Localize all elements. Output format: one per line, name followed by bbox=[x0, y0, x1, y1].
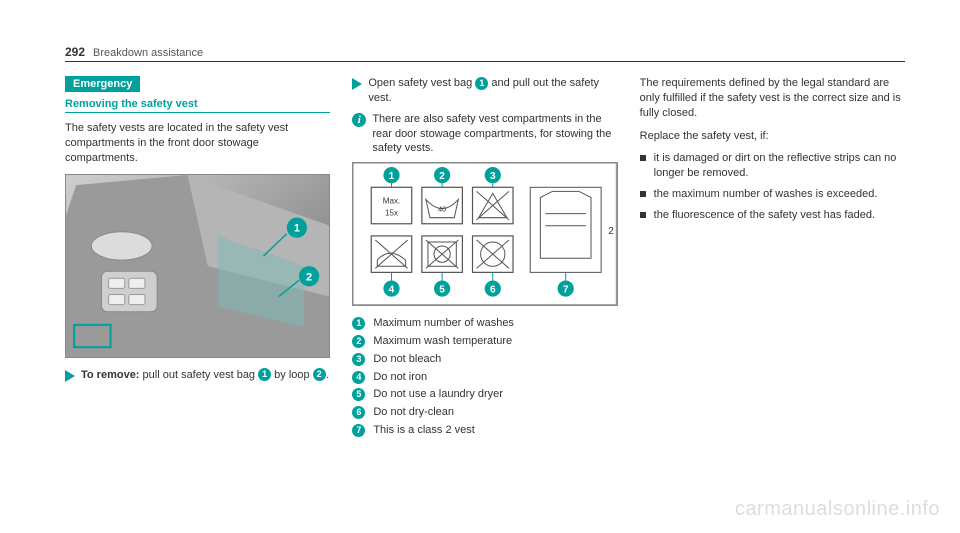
svg-text:2: 2 bbox=[306, 271, 312, 283]
info-text: There are also safety vest compartments … bbox=[372, 112, 617, 157]
legend-7: 7 This is a class 2 vest bbox=[352, 423, 617, 438]
oa: Open safety vest bag bbox=[368, 77, 475, 89]
svg-text:3: 3 bbox=[490, 171, 496, 182]
legend-1: 1 Maximum number of washes bbox=[352, 316, 617, 331]
svg-text:40: 40 bbox=[439, 206, 447, 214]
callout: 4 bbox=[352, 371, 365, 384]
svg-text:6: 6 bbox=[490, 285, 496, 296]
legend-text: This is a class 2 vest bbox=[373, 423, 474, 438]
section-tag: Emergency bbox=[65, 76, 140, 92]
page-root: 292 Breakdown assistance Emergency Remov… bbox=[0, 0, 960, 461]
bullet-text: it is damaged or dirt on the reflective … bbox=[654, 151, 905, 181]
svg-text:Max.: Max. bbox=[383, 197, 401, 206]
bullet-text: the fluorescence of the safety vest has … bbox=[654, 208, 875, 223]
replace-intro: Replace the safety vest, if: bbox=[640, 129, 905, 144]
bullet-icon bbox=[640, 155, 646, 161]
watermark: carmanualsonline.info bbox=[735, 498, 940, 521]
step-to-remove: To remove: pull out safety vest bag 1 by… bbox=[65, 368, 330, 383]
legend-text: Do not iron bbox=[373, 370, 427, 385]
header-title: Breakdown assistance bbox=[93, 47, 203, 59]
step-remove-text: To remove: pull out safety vest bag 1 by… bbox=[81, 368, 330, 383]
legend-text: Maximum wash temperature bbox=[373, 334, 512, 349]
svg-text:4: 4 bbox=[389, 285, 395, 296]
bullet-item: the fluorescence of the safety vest has … bbox=[640, 208, 905, 223]
svg-text:1: 1 bbox=[389, 171, 395, 182]
step-open-text: Open safety vest bag 1 and pull out the … bbox=[368, 76, 617, 106]
legend-3: 3 Do not bleach bbox=[352, 352, 617, 367]
replace-bullets: it is damaged or dirt on the reflective … bbox=[640, 151, 905, 222]
bullet-icon bbox=[640, 212, 646, 218]
t2: by loop bbox=[271, 369, 313, 381]
bullet-text: the maximum number of washes is exceeded… bbox=[654, 187, 878, 202]
page-header: 292 Breakdown assistance bbox=[65, 45, 905, 62]
requirements-paragraph: The requirements defined by the legal st… bbox=[640, 76, 905, 121]
legend-4: 4 Do not iron bbox=[352, 370, 617, 385]
callout: 2 bbox=[352, 335, 365, 348]
callout: 1 bbox=[352, 317, 365, 330]
legend-5: 5 Do not use a laundry dryer bbox=[352, 387, 617, 402]
bullet-item: it is damaged or dirt on the reflective … bbox=[640, 151, 905, 181]
callout-1: 1 bbox=[258, 368, 271, 381]
info-icon: i bbox=[352, 113, 366, 127]
info-rear-compartment: i There are also safety vest compartment… bbox=[352, 112, 617, 157]
callout: 7 bbox=[352, 424, 365, 437]
figure-door-compartment: 1 2 bbox=[65, 174, 330, 358]
callout-1b: 1 bbox=[475, 77, 488, 90]
svg-text:5: 5 bbox=[440, 285, 446, 296]
figure-care-label: Max. 15x 40 bbox=[352, 162, 617, 306]
legend-text: Do not bleach bbox=[373, 352, 441, 367]
svg-text:2: 2 bbox=[440, 171, 446, 182]
legend-2: 2 Maximum wash temperature bbox=[352, 334, 617, 349]
play-icon bbox=[352, 78, 362, 90]
legend-text: Maximum number of washes bbox=[373, 316, 514, 331]
callout: 5 bbox=[352, 388, 365, 401]
svg-text:7: 7 bbox=[563, 285, 569, 296]
bullet-icon bbox=[640, 191, 646, 197]
t3: . bbox=[326, 369, 329, 381]
svg-text:2: 2 bbox=[609, 226, 615, 237]
page-number: 292 bbox=[65, 45, 85, 59]
intro-paragraph: The safety vests are located in the safe… bbox=[65, 121, 330, 166]
section-heading: Removing the safety vest bbox=[65, 98, 330, 113]
bullet-item: the maximum number of washes is exceeded… bbox=[640, 187, 905, 202]
play-icon bbox=[65, 370, 75, 382]
callout-2: 2 bbox=[313, 368, 326, 381]
column-3: The requirements defined by the legal st… bbox=[640, 76, 905, 441]
t1: pull out safety vest bag bbox=[139, 369, 258, 381]
callout: 3 bbox=[352, 353, 365, 366]
step-remove-prefix: To remove: bbox=[81, 369, 139, 381]
column-2: Open safety vest bag 1 and pull out the … bbox=[352, 76, 617, 441]
legend-text: Do not use a laundry dryer bbox=[373, 387, 503, 402]
callout: 6 bbox=[352, 406, 365, 419]
column-1: Emergency Removing the safety vest The s… bbox=[65, 76, 330, 441]
svg-text:1: 1 bbox=[294, 222, 300, 234]
step-open-bag: Open safety vest bag 1 and pull out the … bbox=[352, 76, 617, 106]
svg-text:15x: 15x bbox=[385, 209, 398, 218]
content-columns: Emergency Removing the safety vest The s… bbox=[65, 76, 905, 441]
legend-text: Do not dry-clean bbox=[373, 405, 454, 420]
legend-6: 6 Do not dry-clean bbox=[352, 405, 617, 420]
